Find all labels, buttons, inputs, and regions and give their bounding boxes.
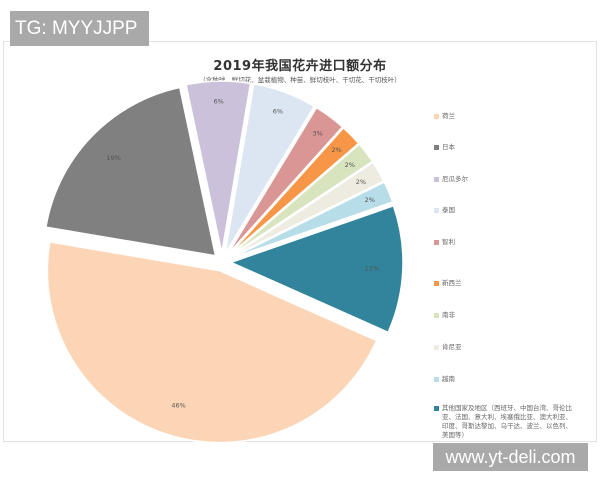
legend-swatch xyxy=(434,208,439,213)
legend-swatch xyxy=(434,114,439,119)
legend-item-south-africa: 南非 xyxy=(434,311,572,320)
legend-swatch xyxy=(434,345,439,350)
legend-item-ecuador: 厄瓜多尔 xyxy=(434,175,572,184)
legend-swatch xyxy=(434,177,439,182)
legend-label: 肯尼亚 xyxy=(442,343,462,351)
legend-item-chile: 智利 xyxy=(434,238,572,247)
slice-percent-label: 3% xyxy=(312,129,322,137)
legend-label: 泰国 xyxy=(442,206,455,214)
watermark-bottom: www.yt-deli.com xyxy=(433,443,588,471)
slice-percent-label: 2% xyxy=(356,178,366,186)
slice-percent-label: 46% xyxy=(171,402,185,410)
legend-swatch xyxy=(434,313,439,318)
legend-label: 新西兰 xyxy=(442,279,462,287)
pie-slice xyxy=(45,86,217,257)
legend-item-japan: 日本 xyxy=(434,143,572,152)
legend-label: 厄瓜多尔 xyxy=(442,175,468,183)
slice-percent-label: 12% xyxy=(365,264,379,272)
watermark-top: TG: MYYJJPP xyxy=(10,11,149,46)
legend-label: 南非 xyxy=(442,311,455,319)
legend-item-thailand: 泰国 xyxy=(434,206,572,215)
slice-percent-label: 6% xyxy=(273,108,283,116)
pie-slice xyxy=(227,126,360,257)
legend-swatch xyxy=(434,406,439,411)
pie-slice xyxy=(229,161,385,259)
pie-slices xyxy=(45,80,404,444)
pie-slice xyxy=(229,181,394,260)
pie-slice xyxy=(185,80,252,254)
legend-label: 日本 xyxy=(442,143,455,151)
legend-item-kenya: 肯尼亚 xyxy=(434,343,572,352)
chart-subtitle: （含种球、鲜切花、盆栽植物、种苗、鲜切枝叶、干切花、干切枝叶） xyxy=(199,76,401,84)
legend-swatch xyxy=(434,281,439,286)
pie-slice xyxy=(46,241,378,444)
legend-label: 其他国家及地区（西班牙、中国台湾、哥伦比亚、法国、意大利、埃塞俄比亚、澳大利亚、… xyxy=(442,404,572,439)
slice-percent-label: 2% xyxy=(365,196,375,204)
slice-percent-label: 6% xyxy=(213,98,223,106)
legend-item-netherlands: 荷兰 xyxy=(434,112,572,121)
legend-swatch xyxy=(434,377,439,382)
legend-item-others: 其他国家及地区（西班牙、中国台湾、哥伦比亚、法国、意大利、埃塞俄比亚、澳大利亚、… xyxy=(434,404,572,440)
chart-title: 2019年我国花卉进口额分布 xyxy=(213,59,387,74)
legend-item-vietnam: 越南 xyxy=(434,375,572,384)
pie-slice xyxy=(228,204,404,334)
legend-swatch xyxy=(434,145,439,150)
legend-label: 越南 xyxy=(442,375,455,383)
pie-slice xyxy=(224,83,316,254)
legend-label: 智利 xyxy=(442,238,455,246)
slice-percent-label: 19% xyxy=(106,154,120,162)
pie-slice xyxy=(228,143,374,258)
legend-swatch xyxy=(434,240,439,245)
legend-label: 荷兰 xyxy=(442,112,455,120)
legend-item-new-zealand: 新西兰 xyxy=(434,279,572,288)
pie-labels: 46% 19% 6% 6% 3% 2% 2% 2% 2% 12% xyxy=(106,98,379,410)
slice-percent-label: 2% xyxy=(345,161,355,169)
pie-slice xyxy=(226,106,344,256)
slice-percent-label: 2% xyxy=(331,146,341,154)
